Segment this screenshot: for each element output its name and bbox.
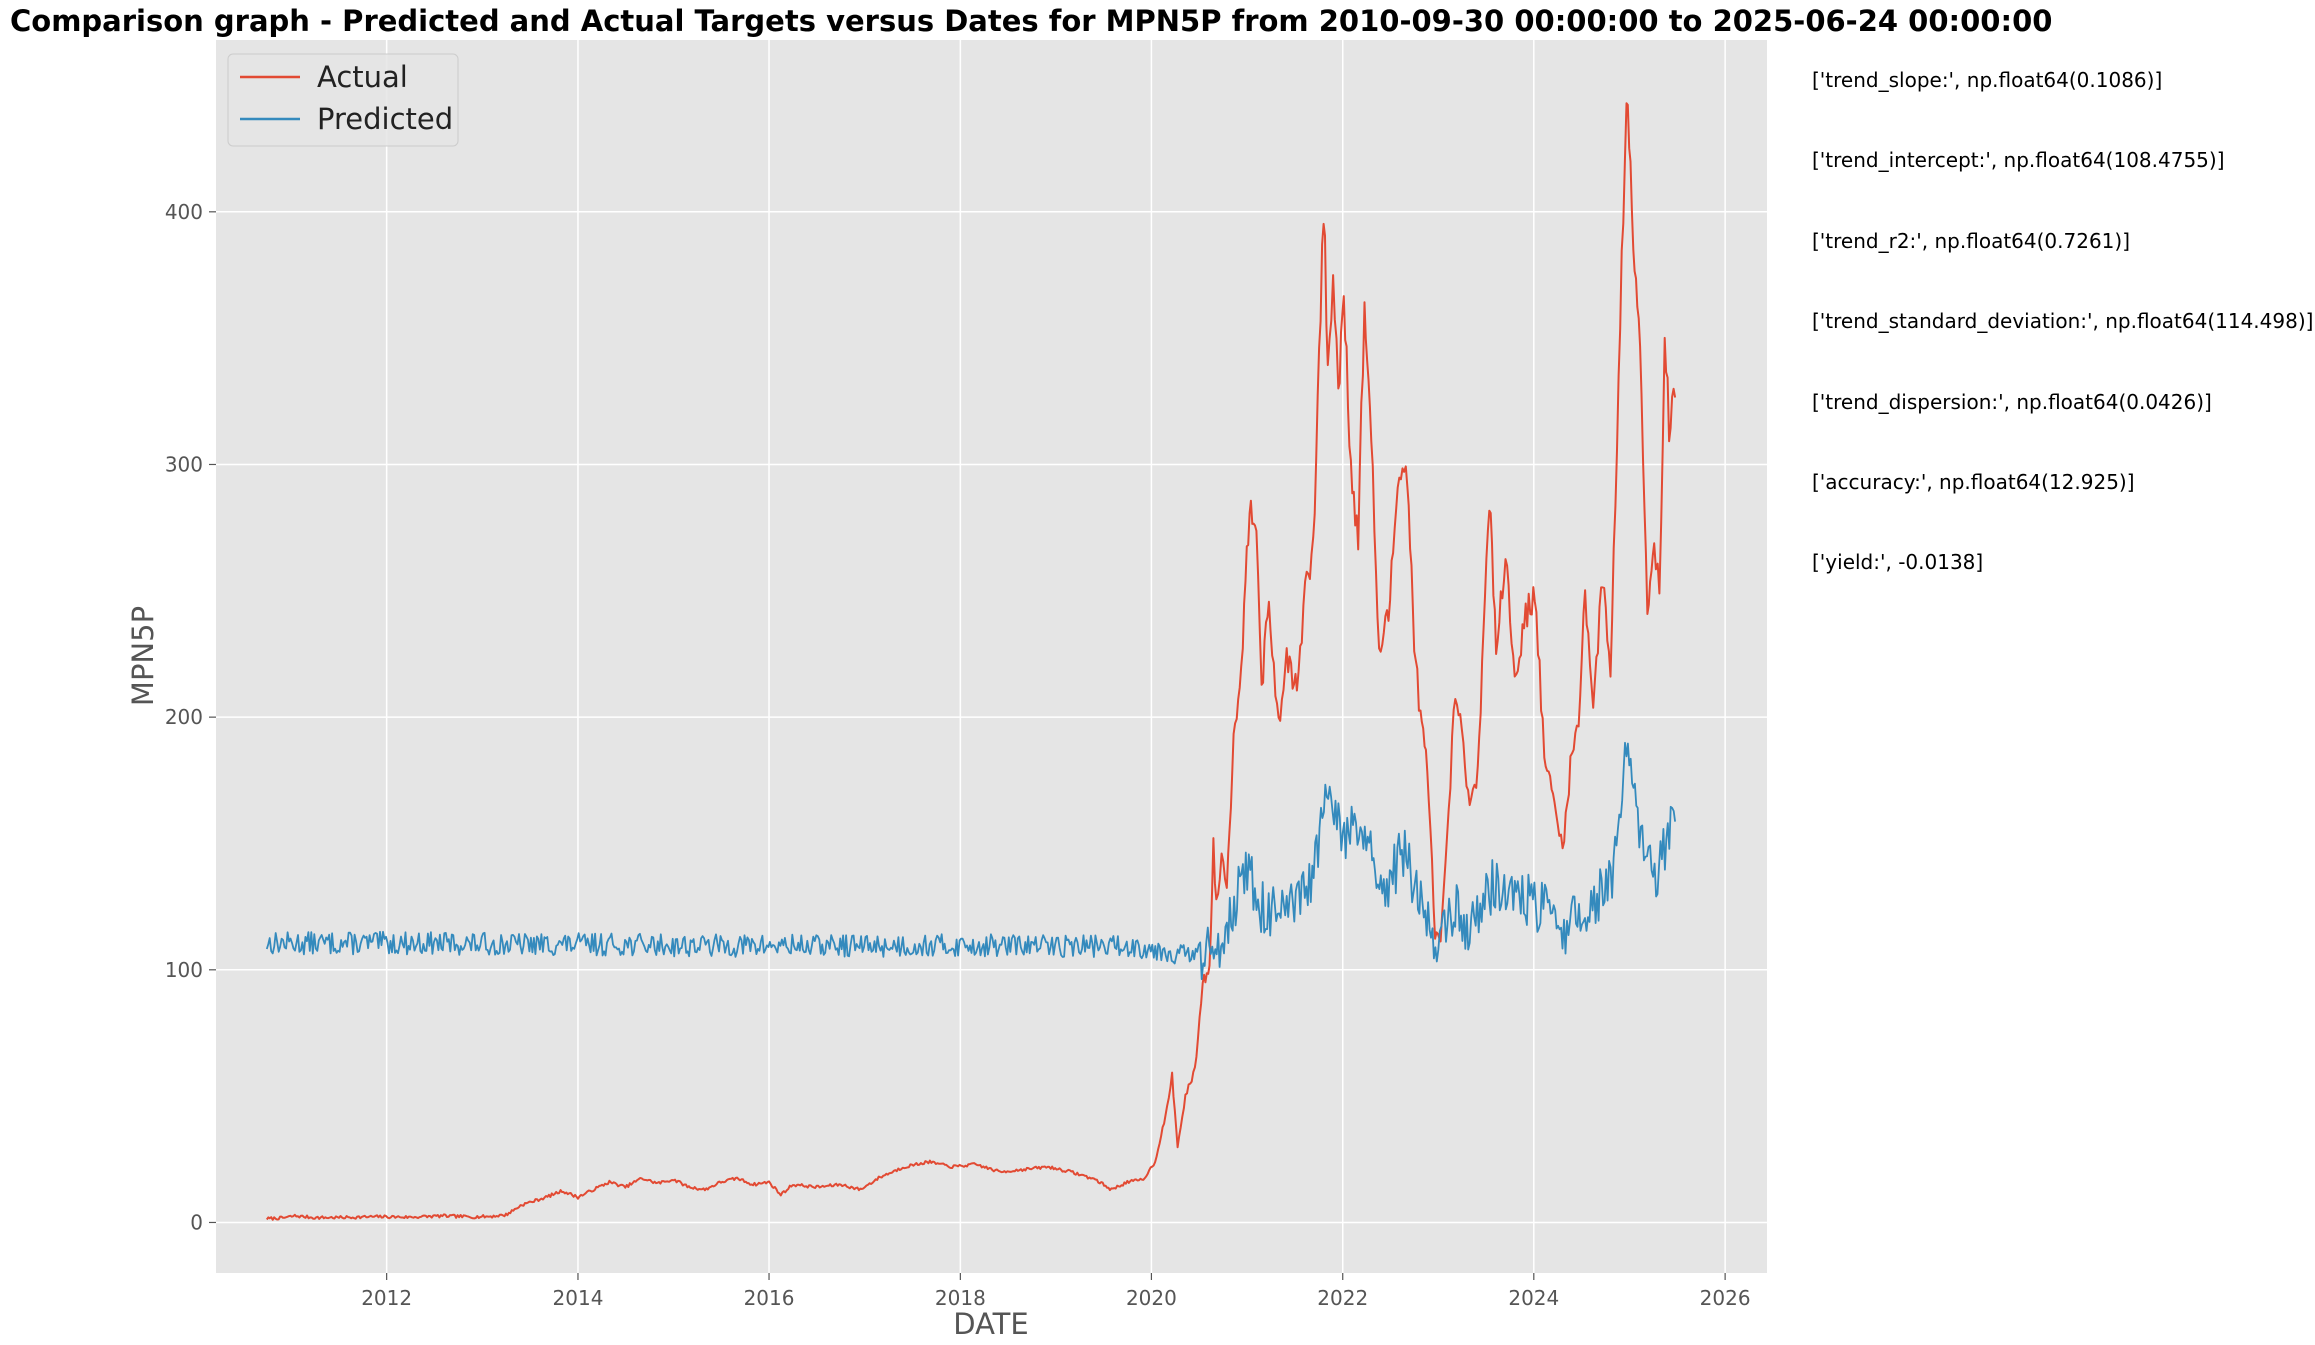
series-line-predicted [265, 741, 1676, 981]
x-tick-label: 2022 [1317, 1286, 1368, 1310]
y-tick-label: 0 [190, 1210, 203, 1234]
grid-lines [216, 40, 1767, 1273]
x-tick-label: 2012 [361, 1286, 412, 1310]
y-tick-label: 400 [165, 200, 203, 224]
x-tick-label: 2026 [1700, 1286, 1751, 1310]
y-tick-label: 300 [165, 452, 203, 476]
y-axis-label: MPN5P [126, 606, 160, 706]
plot-area [216, 40, 1767, 1273]
y-tick-label: 200 [165, 705, 203, 729]
stat-trend-standard-deviation: ['trend_standard_deviation:', np.float64… [1812, 309, 2314, 334]
y-tick-label: 100 [165, 958, 203, 982]
x-tick-label: 2014 [553, 1286, 604, 1310]
legend-actual-label: Actual [317, 60, 408, 94]
x-axis-label: DATE [953, 1307, 1028, 1341]
trend-stats-panel: ['trend_slope:', np.float64(0.1086)] ['t… [1812, 62, 2314, 625]
legend-predicted-label: Predicted [317, 102, 453, 136]
y-axis-ticks: 0 100 200 300 400 [165, 200, 216, 1234]
legend: Actual Predicted [227, 53, 459, 147]
x-tick-label: 2016 [744, 1286, 795, 1310]
x-tick-label: 2018 [935, 1286, 986, 1310]
stat-trend-intercept: ['trend_intercept:', np.float64(108.4755… [1812, 148, 2225, 173]
x-tick-label: 2020 [1126, 1286, 1177, 1310]
stat-trend-dispersion: ['trend_dispersion:', np.float64(0.0426)… [1812, 389, 2212, 414]
stat-yield: ['yield:', -0.0138] [1812, 550, 1984, 575]
stat-accuracy: ['accuracy:', np.float64(12.925)] [1812, 469, 2135, 494]
stat-trend-slope: ['trend_slope:', np.float64(0.1086)] [1812, 68, 2163, 92]
chart-title: Comparison graph - Predicted and Actual … [10, 4, 2053, 38]
x-tick-label: 2024 [1508, 1286, 1559, 1310]
series-line-actual [265, 102, 1677, 1221]
stat-trend-r2: ['trend_r2:', np.float64(0.7261)] [1812, 228, 2130, 253]
x-axis-ticks: 2012 2014 2016 2018 2020 2022 2024 2026 [361, 1273, 1751, 1310]
series-lines [265, 102, 1677, 1221]
